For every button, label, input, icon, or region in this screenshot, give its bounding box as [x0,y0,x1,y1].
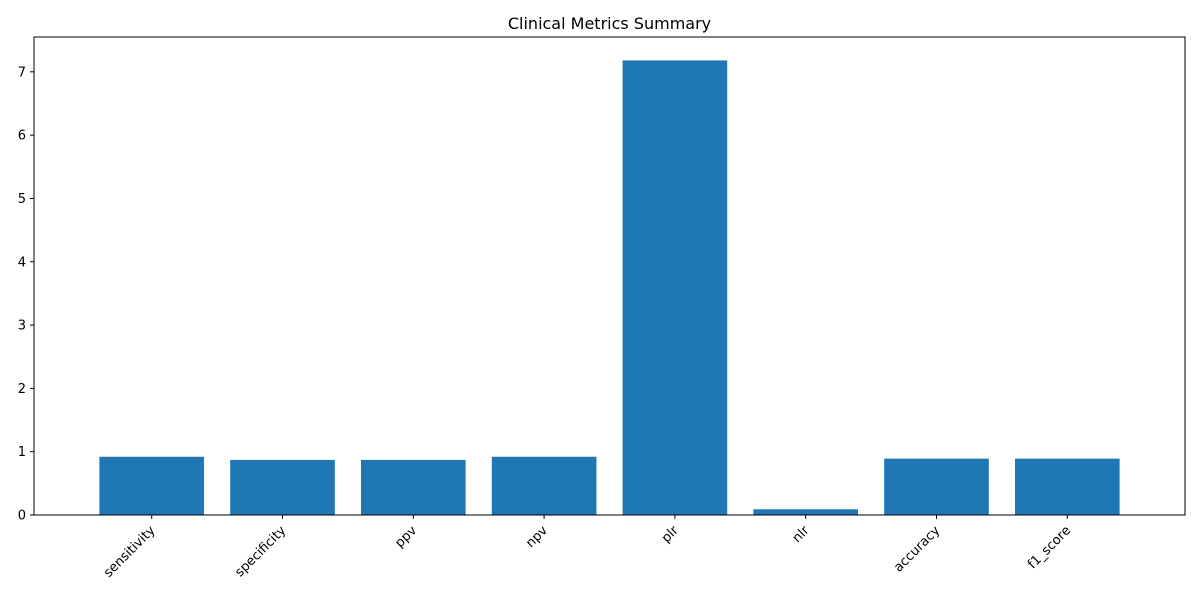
chart-title: Clinical Metrics Summary [508,14,711,33]
y-tick-label: 7 [18,65,26,80]
bar-nlr [753,509,859,515]
bar-sensitivity [99,456,205,515]
y-axis: 0 1 2 3 4 5 6 7 [18,65,34,524]
x-tick-label-sensitivity: sensitivity [101,523,159,581]
x-tick-label-accuracy: accuracy [891,523,943,575]
x-tick-label-specificity: specificity [232,523,289,580]
x-tick-label-plr: plr [659,523,682,546]
y-tick-label: 2 [18,382,26,397]
y-tick-label: 5 [18,192,26,207]
x-tick-label-ppv: ppv [392,523,420,551]
bar-ppv [360,459,466,515]
x-tick-label-npv: npv [523,523,551,551]
bar-npv [491,456,597,515]
x-tick-label-f1_score: f1_score [1025,523,1074,572]
x-tick-label-nlr: nlr [790,523,813,546]
y-tick-label: 3 [18,319,26,334]
y-tick-label: 6 [18,129,26,144]
bar-f1_score [1014,458,1120,515]
bar-specificity [230,459,335,515]
y-tick-label: 0 [18,509,26,524]
bar-accuracy [884,458,989,515]
y-tick-label: 1 [18,445,26,460]
bars-layer [99,60,1120,515]
plot-area-frame [33,36,1186,516]
y-tick-label: 4 [18,255,26,270]
x-axis: sensitivity specificity ppv npv plr nlr accura… [101,515,1074,581]
bar-plr [622,60,728,515]
